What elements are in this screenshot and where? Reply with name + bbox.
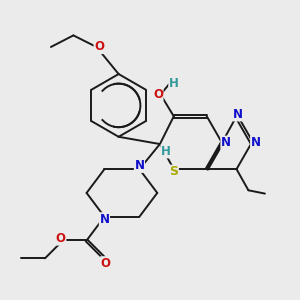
Text: N: N [251,136,261,149]
Text: N: N [221,136,231,149]
Text: O: O [94,40,104,53]
Text: N: N [134,159,144,172]
Text: N: N [233,108,243,121]
Text: S: S [169,165,178,178]
Text: N: N [99,213,110,226]
Text: O: O [153,88,163,101]
Text: O: O [56,232,66,245]
Text: H: H [161,145,171,158]
Text: O: O [101,257,111,270]
Text: H: H [169,77,179,90]
